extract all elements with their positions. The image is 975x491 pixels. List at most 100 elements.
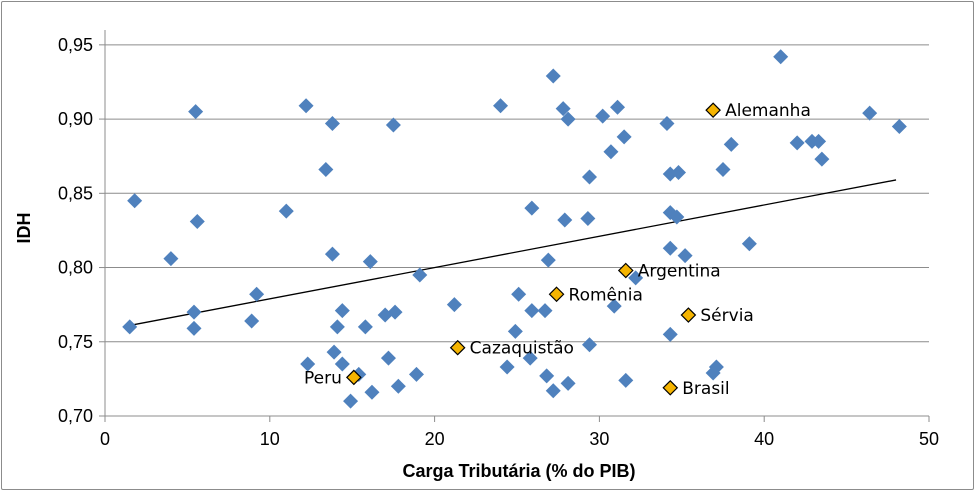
highlighted-point xyxy=(662,379,679,396)
data-point xyxy=(364,384,380,400)
data-point xyxy=(188,104,204,120)
axis-layer: 0,70 0,75 0,80 0,85 0,90 0,95 0 10 20 30 40 50 xyxy=(58,30,939,449)
x-axis-title: Carga Tributária (% do PIB) xyxy=(402,461,635,481)
data-point xyxy=(610,99,626,115)
highlighted-point xyxy=(548,286,565,303)
data-point xyxy=(773,49,789,65)
highlighted-point xyxy=(345,369,362,386)
x-tick-label: 30 xyxy=(589,429,609,449)
data-point xyxy=(380,350,396,366)
point-label: Peru xyxy=(304,368,342,388)
data-point xyxy=(606,298,622,314)
y-tick-label: 0,70 xyxy=(58,406,93,426)
data-point xyxy=(537,303,553,319)
data-point xyxy=(186,304,202,320)
trendline xyxy=(129,179,897,327)
data-point xyxy=(555,101,571,117)
data-point xyxy=(582,337,598,353)
point-label: Cazaquistão xyxy=(470,339,574,359)
x-tick-label: 40 xyxy=(754,429,774,449)
data-point xyxy=(582,169,598,185)
point-label: Alemanha xyxy=(725,101,811,121)
y-tick-label: 0,85 xyxy=(58,183,93,203)
data-point xyxy=(127,193,143,209)
data-point xyxy=(560,375,576,391)
highlighted-point xyxy=(449,339,466,356)
data-point xyxy=(412,267,428,283)
data-point xyxy=(814,151,830,167)
data-point xyxy=(618,372,634,388)
y-tick-label: 0,90 xyxy=(58,109,93,129)
data-point xyxy=(334,303,350,319)
data-point xyxy=(540,252,556,268)
data-point xyxy=(334,356,350,372)
data-point xyxy=(446,297,462,313)
data-point xyxy=(408,366,424,382)
point-label: Brasil xyxy=(682,379,729,399)
data-point xyxy=(300,356,316,372)
data-point xyxy=(326,344,342,360)
highlighted-point xyxy=(617,262,634,279)
y-tick-label: 0,75 xyxy=(58,332,93,352)
data-point xyxy=(524,303,540,319)
highlighted-points-layer: Alemanha Argentina Romênia Sérvia Cazaquistã… xyxy=(304,101,811,399)
data-point xyxy=(862,105,878,121)
data-point xyxy=(244,313,260,329)
data-point xyxy=(671,165,687,181)
data-point xyxy=(298,98,314,114)
highlighted-point xyxy=(680,307,697,323)
data-point xyxy=(811,133,827,149)
x-tick-label: 0 xyxy=(100,429,110,449)
data-point xyxy=(493,98,509,114)
data-point xyxy=(595,108,611,124)
y-axis-title: IDH xyxy=(14,213,34,244)
data-point xyxy=(539,368,555,384)
data-point xyxy=(362,254,378,270)
data-point xyxy=(186,320,202,336)
data-point xyxy=(603,144,619,160)
point-label: Sérvia xyxy=(700,306,753,326)
data-point xyxy=(385,117,401,133)
data-point xyxy=(677,248,693,264)
x-tick-label: 50 xyxy=(919,429,939,449)
data-point xyxy=(122,319,138,335)
data-point xyxy=(163,251,179,267)
data-point xyxy=(390,378,406,394)
data-point xyxy=(522,350,538,366)
data-point xyxy=(705,365,721,381)
data-point xyxy=(329,319,345,335)
point-label: Argentina xyxy=(638,262,721,282)
data-point xyxy=(616,129,632,145)
data-point xyxy=(659,116,675,132)
data-point xyxy=(580,211,596,227)
x-tick-label: 10 xyxy=(260,429,280,449)
data-point xyxy=(545,68,561,84)
data-point xyxy=(278,203,294,219)
data-point xyxy=(741,236,757,252)
data-point xyxy=(189,214,205,230)
y-tick-label: 0,80 xyxy=(58,258,93,278)
data-point xyxy=(511,286,527,302)
data-point xyxy=(377,307,393,323)
data-point xyxy=(560,111,576,127)
data-point xyxy=(324,246,340,262)
x-tick-label: 20 xyxy=(425,429,445,449)
data-point xyxy=(662,240,678,256)
data-point xyxy=(524,200,540,216)
data-point xyxy=(343,393,359,409)
data-point xyxy=(499,359,515,375)
data-point xyxy=(318,162,334,178)
data-point xyxy=(324,116,340,132)
point-label: Romênia xyxy=(569,285,643,305)
points-layer xyxy=(122,49,907,409)
data-point xyxy=(662,326,678,342)
highlighted-point xyxy=(705,102,721,119)
data-point xyxy=(557,212,573,228)
data-point xyxy=(507,323,523,339)
data-point xyxy=(715,162,731,178)
data-point xyxy=(628,270,644,286)
data-point xyxy=(545,383,561,399)
y-tick-label: 0,95 xyxy=(58,35,93,55)
